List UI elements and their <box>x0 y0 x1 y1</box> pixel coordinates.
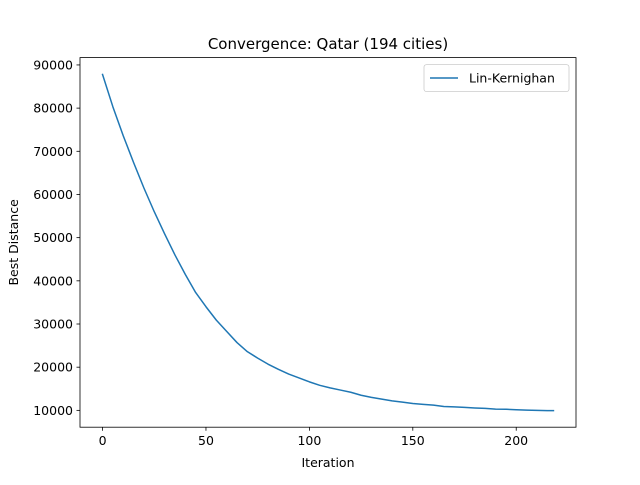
x-tick-label: 50 <box>198 433 214 448</box>
x-tick-label: 150 <box>401 433 425 448</box>
x-axis-label: Iteration <box>301 455 354 470</box>
y-tick-label: 10000 <box>33 403 73 418</box>
y-tick-label: 90000 <box>33 57 73 72</box>
y-tick-label: 50000 <box>33 230 73 245</box>
y-tick-label: 70000 <box>33 144 73 159</box>
chart-title: Convergence: Qatar (194 cities) <box>208 35 448 53</box>
y-tick-label: 60000 <box>33 187 73 202</box>
series-layer <box>101 73 555 412</box>
x-tick-label: 200 <box>504 433 528 448</box>
y-tick-label: 40000 <box>33 273 73 288</box>
y-tick-label: 80000 <box>33 101 73 116</box>
legend-entry-label: Lin-Kernighan <box>469 71 555 86</box>
plot-area <box>80 57 576 428</box>
y-axis-label: Best Distance <box>6 199 21 286</box>
legend: Lin-Kernighan <box>423 64 570 92</box>
legend-box <box>423 64 570 92</box>
series-line-lin-kernighan <box>101 73 555 412</box>
plot-frame <box>79 57 577 428</box>
y-tick-label: 30000 <box>33 317 73 332</box>
ticks-layer: 0 50 100 150 200 10000 20000 30000 40000 50000 600… <box>33 57 528 448</box>
x-tick-label: 0 <box>99 433 107 448</box>
x-tick-label: 100 <box>297 433 321 448</box>
y-tick-label: 20000 <box>33 360 73 375</box>
